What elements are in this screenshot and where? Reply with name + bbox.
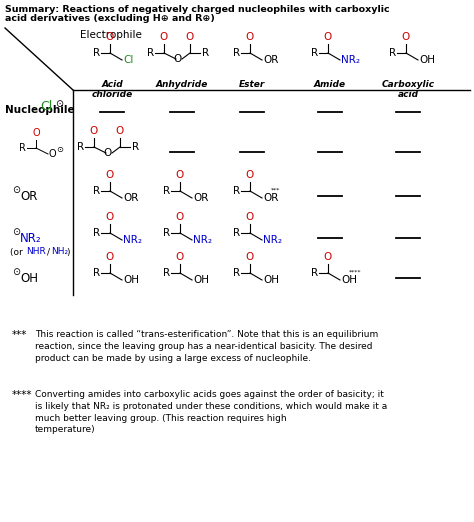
- Text: R: R: [132, 142, 139, 152]
- Text: Summary: Reactions of negatively charged nucleophiles with carboxylic: Summary: Reactions of negatively charged…: [5, 5, 390, 14]
- Text: O: O: [106, 252, 114, 262]
- Text: O: O: [160, 32, 168, 42]
- Text: acid derivatives (excluding H⊕ and R⊕): acid derivatives (excluding H⊕ and R⊕): [5, 14, 215, 23]
- Text: Anhydride: Anhydride: [156, 80, 208, 89]
- Text: O: O: [90, 126, 98, 136]
- Text: O: O: [176, 252, 184, 262]
- Text: O: O: [106, 212, 114, 222]
- Text: R: R: [93, 48, 100, 58]
- Text: O: O: [49, 149, 56, 159]
- Text: Amide: Amide: [314, 80, 346, 89]
- Text: OR: OR: [123, 193, 138, 203]
- Text: ⊙: ⊙: [56, 146, 63, 155]
- Text: Acid
chloride: Acid chloride: [91, 80, 133, 99]
- Text: R: R: [93, 186, 100, 196]
- Text: NR₂: NR₂: [20, 232, 42, 245]
- Text: ⊙: ⊙: [12, 227, 20, 237]
- Text: R: R: [311, 48, 318, 58]
- Text: R: R: [163, 268, 170, 278]
- Text: Cl: Cl: [123, 55, 133, 65]
- Text: ****: ****: [349, 269, 362, 275]
- Text: Converting amides into carboxylic acids goes against the order of basicity; it
i: Converting amides into carboxylic acids …: [35, 390, 387, 434]
- Text: NR₂: NR₂: [193, 235, 212, 245]
- Text: O: O: [246, 212, 254, 222]
- Text: Cl: Cl: [41, 101, 53, 113]
- Text: OH: OH: [341, 275, 357, 285]
- Text: NR₂: NR₂: [341, 55, 360, 65]
- Text: Electrophile: Electrophile: [80, 30, 142, 40]
- Text: R: R: [163, 186, 170, 196]
- Text: R: R: [202, 48, 209, 58]
- Text: O: O: [32, 128, 40, 138]
- Text: R: R: [311, 268, 318, 278]
- Text: Nucleophile: Nucleophile: [5, 105, 74, 115]
- Text: ⊙: ⊙: [12, 267, 20, 277]
- Text: ⊙: ⊙: [12, 185, 20, 195]
- Text: OR: OR: [263, 55, 278, 65]
- Text: O: O: [106, 170, 114, 180]
- Text: R: R: [389, 48, 396, 58]
- Text: /: /: [47, 247, 50, 256]
- Text: OH: OH: [193, 275, 209, 285]
- Text: O: O: [402, 32, 410, 42]
- Text: ): ): [66, 247, 70, 256]
- Text: OR: OR: [193, 193, 209, 203]
- Text: O: O: [176, 212, 184, 222]
- Text: OH: OH: [123, 275, 139, 285]
- Text: R: R: [233, 228, 240, 238]
- Text: R: R: [233, 268, 240, 278]
- Text: O: O: [106, 32, 114, 42]
- Text: NH₂: NH₂: [51, 247, 68, 256]
- Text: OR: OR: [263, 193, 278, 203]
- Text: R: R: [233, 186, 240, 196]
- Text: ****: ****: [12, 390, 33, 400]
- Text: R: R: [19, 143, 26, 153]
- Text: O: O: [186, 32, 194, 42]
- Text: R: R: [147, 48, 154, 58]
- Text: R: R: [163, 228, 170, 238]
- Text: O: O: [174, 54, 182, 64]
- Text: OH: OH: [20, 272, 38, 286]
- Text: R: R: [233, 48, 240, 58]
- Text: O: O: [176, 170, 184, 180]
- Text: O: O: [116, 126, 124, 136]
- Text: O: O: [324, 32, 332, 42]
- Text: ***: ***: [271, 187, 281, 193]
- Text: ***: ***: [12, 330, 27, 340]
- Text: O: O: [324, 252, 332, 262]
- Text: (or: (or: [10, 247, 26, 256]
- Text: Ester: Ester: [239, 80, 265, 89]
- Text: NHR: NHR: [26, 247, 46, 256]
- Text: R: R: [93, 268, 100, 278]
- Text: O: O: [246, 170, 254, 180]
- Text: OH: OH: [419, 55, 435, 65]
- Text: NR₂: NR₂: [263, 235, 282, 245]
- Text: This reaction is called “trans-esterification”. Note that this is an equilibrium: This reaction is called “trans-esterific…: [35, 330, 378, 363]
- Text: OR: OR: [20, 191, 37, 204]
- Text: Carboxylic
acid: Carboxylic acid: [382, 80, 435, 99]
- Text: O: O: [104, 148, 112, 158]
- Text: O: O: [246, 252, 254, 262]
- Text: ⊙: ⊙: [55, 99, 63, 109]
- Text: R: R: [93, 228, 100, 238]
- Text: OH: OH: [263, 275, 279, 285]
- Text: R: R: [77, 142, 84, 152]
- Text: NR₂: NR₂: [123, 235, 142, 245]
- Text: O: O: [246, 32, 254, 42]
